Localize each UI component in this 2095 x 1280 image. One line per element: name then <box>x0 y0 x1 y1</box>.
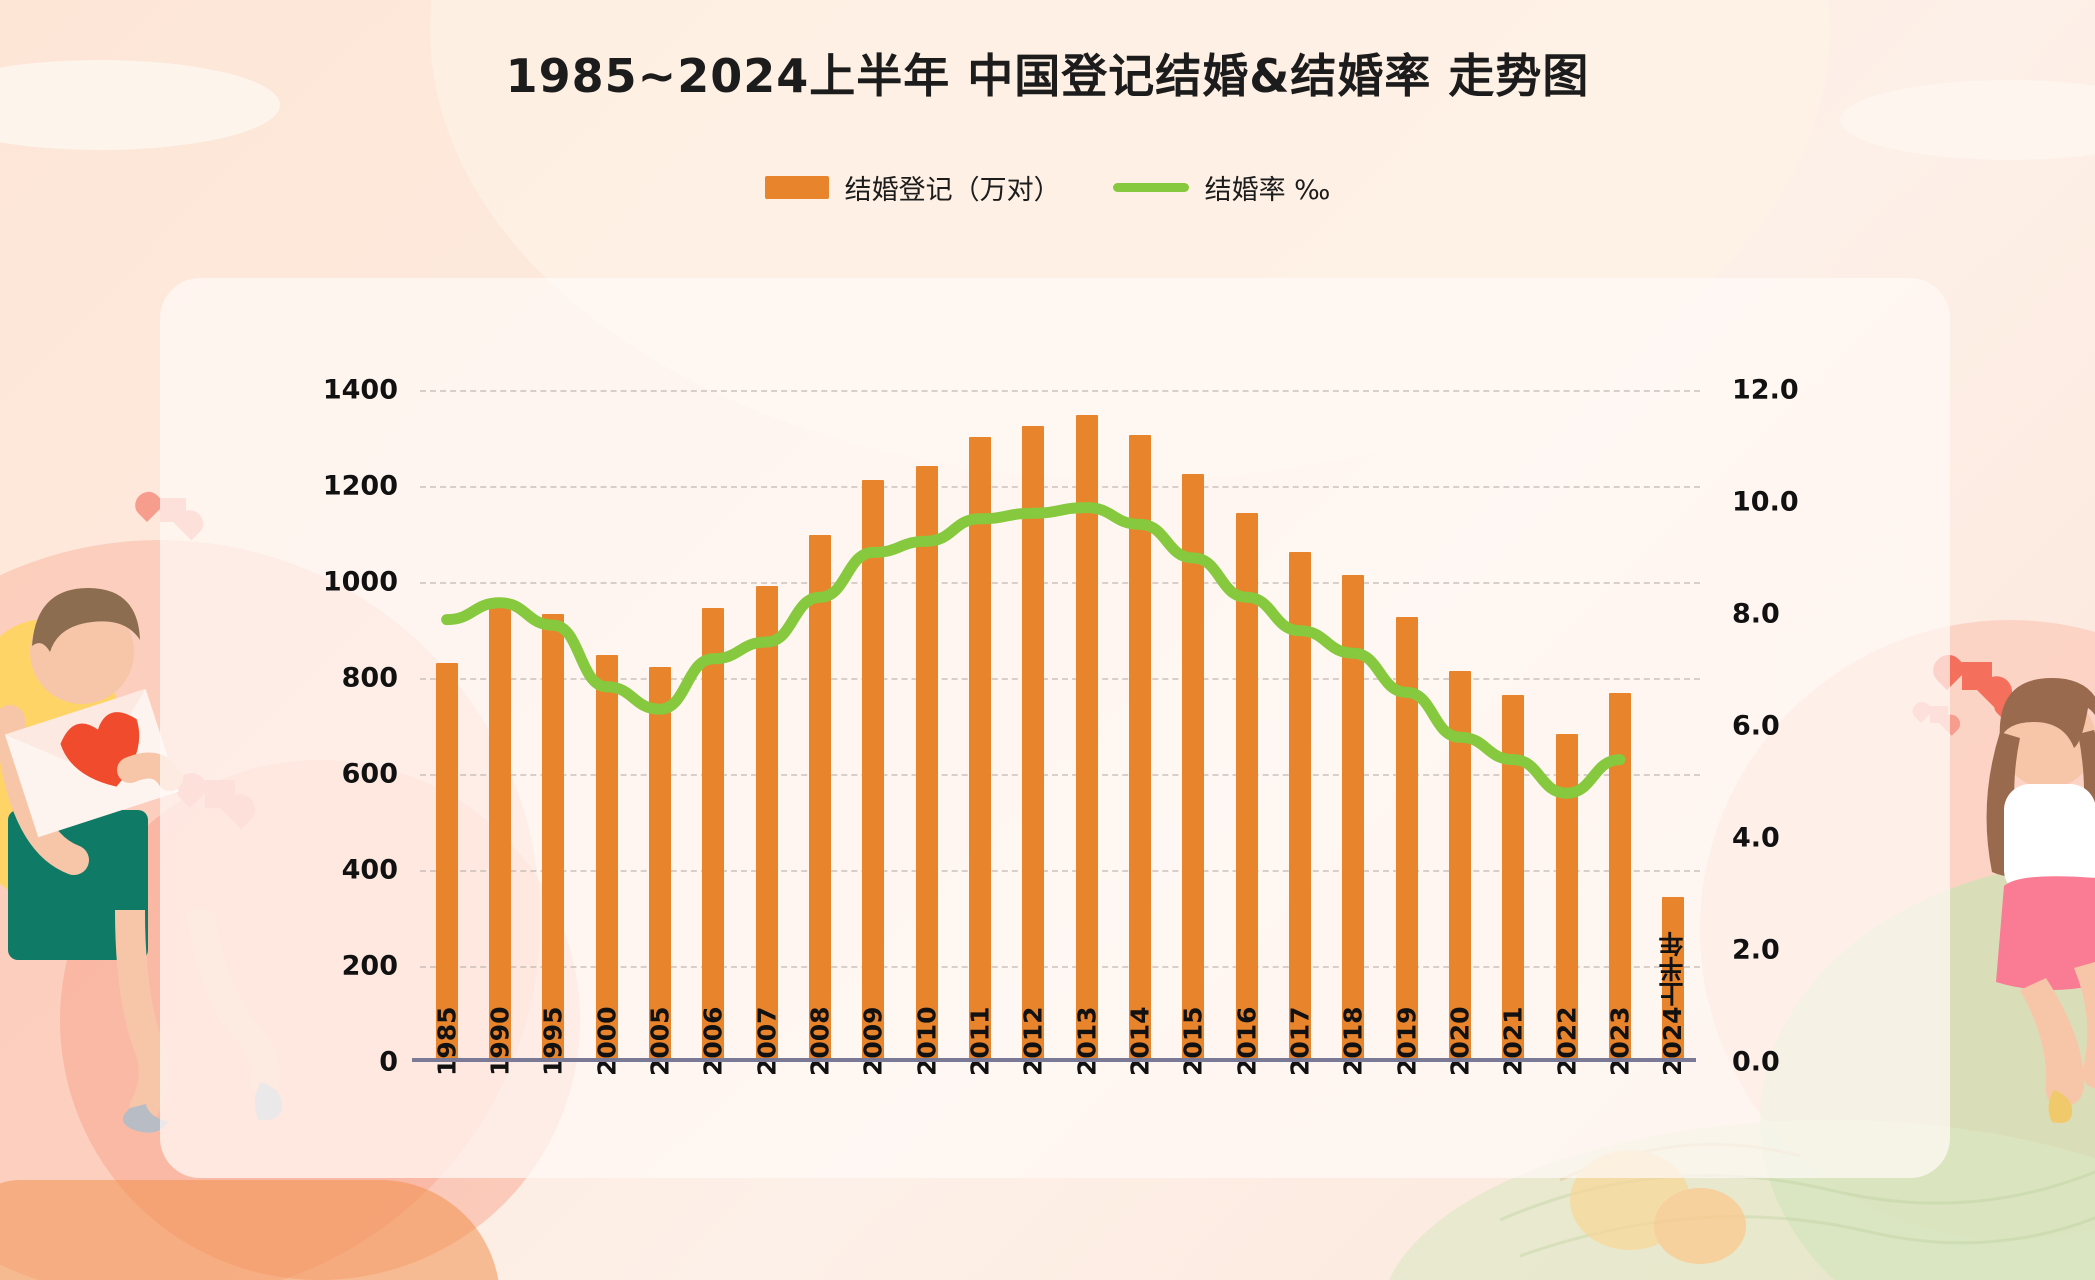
bar[interactable] <box>1129 434 1151 1062</box>
x-axis-tick-label: 2005 <box>645 1006 675 1076</box>
line-series <box>441 502 1626 799</box>
legend-bar-swatch <box>764 176 829 199</box>
y-axis-tick-right: 12.0 <box>1732 374 1799 406</box>
bar[interactable] <box>755 586 778 1062</box>
cloud-shape-right <box>1840 80 2095 160</box>
x-axis-tick-label: 2007 <box>752 1006 782 1076</box>
bar[interactable] <box>1289 551 1311 1062</box>
bar[interactable] <box>862 480 885 1062</box>
y-axis-tick-right: 6.0 <box>1732 710 1780 742</box>
y-axis-tick-right: 10.0 <box>1732 486 1799 518</box>
bar-series <box>420 390 1700 1062</box>
cloud-shape-left <box>0 60 280 150</box>
illustration-person-left <box>0 588 183 960</box>
x-axis-tick-label: 2019 <box>1392 1006 1422 1076</box>
y-axis-tick-left: 1400 <box>322 374 398 406</box>
x-axis-tick-label: 2009 <box>858 1006 888 1076</box>
gridline <box>420 582 1700 584</box>
legend-label-bars: 结婚登记（万对） <box>844 175 1061 206</box>
bar[interactable] <box>1395 617 1418 1062</box>
legend-label-line: 结婚率 ‰ <box>1204 175 1331 206</box>
bar[interactable] <box>1075 415 1098 1062</box>
chart-canvas: 0 200 400 600 800 1000 1200 1400 0.0 2.0 4.0 6.0 8.… <box>323 375 1799 1078</box>
bar[interactable] <box>649 666 671 1062</box>
bar[interactable] <box>1662 897 1685 1062</box>
bar[interactable] <box>435 663 458 1062</box>
bar[interactable] <box>915 466 938 1062</box>
y-axis-tick-left: 600 <box>341 758 398 790</box>
x-axis-tick-label: 2013 <box>1072 1006 1102 1076</box>
heart-icon-3 <box>1962 662 1992 690</box>
legend-item-bars[interactable]: 结婚登记（万对） <box>764 168 1061 207</box>
y-axis-tick-left: 400 <box>341 854 398 886</box>
x-axis-tick-label: 2010 <box>912 1006 942 1076</box>
chart-legend: 结婚登记（万对） 结婚率 ‰ <box>0 168 2095 207</box>
y-axis-tick-right: 8.0 <box>1732 598 1780 630</box>
ground-strip-left <box>0 1180 500 1280</box>
gridline <box>420 486 1700 488</box>
x-axis-tick-label: 1990 <box>485 1006 515 1076</box>
bar[interactable] <box>595 654 618 1062</box>
x-axis-tick-label: 2024上半年 <box>1658 931 1688 1076</box>
x-axis-tick-label: 2008 <box>805 1006 835 1076</box>
gridline <box>420 774 1700 776</box>
x-axis-tick-label: 2014 <box>1125 1006 1155 1076</box>
y-axis-tick-left: 200 <box>341 950 398 982</box>
x-axis-tick-label: 2023 <box>1605 1006 1635 1076</box>
y-axis-tick-right: 0.0 <box>1732 1046 1780 1078</box>
x-axis-tick-label: 1985 <box>432 1006 462 1076</box>
x-axis-tick-label: 2011 <box>965 1006 995 1076</box>
gridline <box>420 966 1700 968</box>
bar[interactable] <box>969 437 991 1062</box>
x-axis-tick-label: 2022 <box>1552 1006 1582 1076</box>
y-axis-tick-left: 1200 <box>322 470 398 502</box>
bar[interactable] <box>1022 426 1045 1062</box>
bar[interactable] <box>1502 695 1525 1062</box>
illustration-person-right <box>1986 678 2095 1123</box>
chart-card <box>160 278 1950 1178</box>
x-axis-tick-label: 2006 <box>698 1006 728 1076</box>
x-axis-tick-label: 2000 <box>592 1006 622 1076</box>
x-axis-tick-label: 2021 <box>1498 1006 1528 1076</box>
x-axis-tick-label: 1995 <box>538 1006 568 1076</box>
legend-line-swatch <box>1112 183 1189 192</box>
chart-plot-area: 0 200 400 600 800 1000 1200 1400 0.0 2.0 4.0 6.0 8.… <box>323 375 1799 1078</box>
page-title: 1985~2024上半年 中国登记结婚&结婚率 走势图 <box>505 49 1590 103</box>
x-axis-tick-label: 2012 <box>1018 1006 1048 1076</box>
y-axis-tick-right: 2.0 <box>1732 934 1780 966</box>
gridline <box>420 390 1700 392</box>
legend-item-line[interactable]: 结婚率 ‰ <box>1112 168 1331 207</box>
x-axis-tick-label: 2017 <box>1285 1006 1315 1076</box>
y-axis-tick-right: 4.0 <box>1732 822 1780 854</box>
gridline <box>420 678 1700 680</box>
x-axis-tick-label: 2020 <box>1445 1006 1475 1076</box>
x-axis-tick-label: 2018 <box>1338 1006 1368 1076</box>
bar[interactable] <box>702 608 725 1062</box>
bar[interactable] <box>1182 474 1205 1062</box>
bar[interactable] <box>1235 513 1258 1062</box>
y-axis-tick-left: 0 <box>379 1046 398 1078</box>
bar[interactable] <box>1449 671 1471 1062</box>
x-axis-baseline <box>412 1058 1696 1062</box>
gridline <box>420 870 1700 872</box>
y-axis-tick-left: 800 <box>341 662 398 694</box>
bar[interactable] <box>1609 693 1631 1062</box>
bar[interactable] <box>1555 734 1578 1062</box>
bar[interactable] <box>489 605 511 1062</box>
bar[interactable] <box>809 534 831 1062</box>
x-axis-tick-label: 2015 <box>1178 1006 1208 1076</box>
bar[interactable] <box>542 613 565 1062</box>
x-axis-tick-label: 2016 <box>1232 1006 1262 1076</box>
line-path <box>441 502 1626 799</box>
bar[interactable] <box>1342 575 1365 1062</box>
y-axis-tick-left: 1000 <box>322 566 398 598</box>
